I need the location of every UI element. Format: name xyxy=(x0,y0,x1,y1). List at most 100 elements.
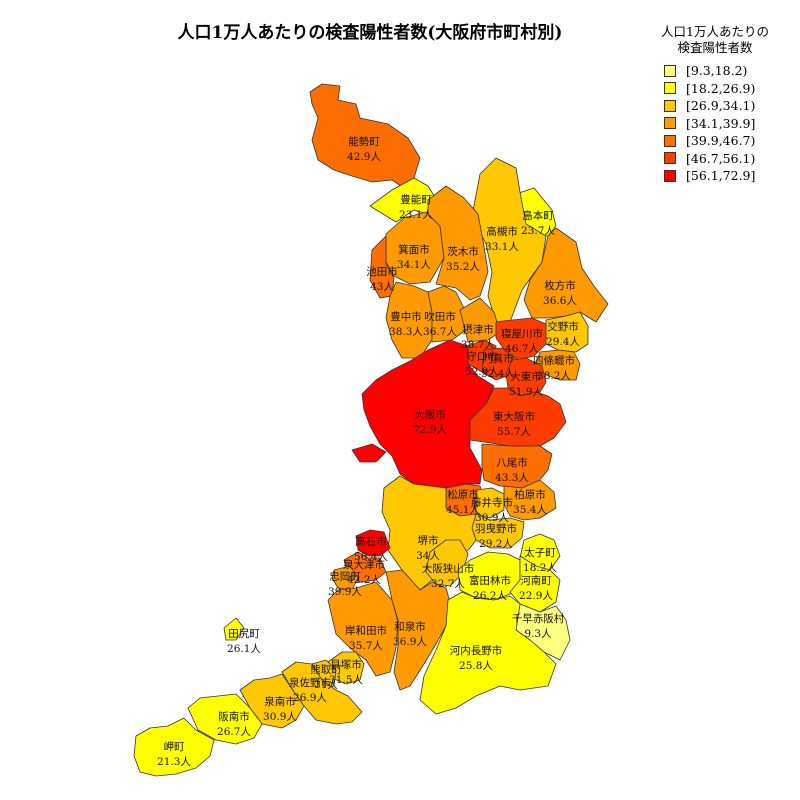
region-name-label: 能勢町 xyxy=(348,135,380,148)
region-value-label: 42.9人 xyxy=(347,151,381,163)
region-value-label: 23.1人 xyxy=(399,209,433,221)
region-name-label: 東大阪市 xyxy=(493,410,535,423)
region-12 xyxy=(545,311,589,353)
legend-swatch xyxy=(664,152,676,165)
region-33 xyxy=(327,581,399,677)
region-value-label: 34人 xyxy=(416,550,440,562)
region-name-label: 泉大津市 xyxy=(343,558,385,571)
region-value-label: 45.1人 xyxy=(446,504,480,516)
region-value-label: 51.9人 xyxy=(509,386,543,398)
region-name-label: 藤井寺市 xyxy=(471,496,513,509)
region-name-label: 大阪狭山市 xyxy=(422,562,475,575)
legend-swatch xyxy=(664,169,676,182)
region-value-label: 31.5人 xyxy=(329,674,363,686)
legend-swatch xyxy=(664,64,676,77)
region-value-label: 55.7人 xyxy=(497,426,531,438)
region-name-label: 豊中市 xyxy=(390,310,422,323)
region-value-label: 72.9人 xyxy=(413,424,447,436)
region-value-label: 23.7人 xyxy=(521,225,555,237)
region-value-label: 36.9人 xyxy=(393,636,427,648)
region-value-label: 22.9人 xyxy=(519,590,553,602)
region-11 xyxy=(495,317,547,361)
legend-label: [46.7,56.1) xyxy=(686,150,756,166)
legend-item: [39.9,46.7) xyxy=(640,132,790,150)
region-value-label: 30.9人 xyxy=(263,711,297,723)
region-name-label: 岸和田市 xyxy=(345,624,387,637)
region-name-label: 貝塚市 xyxy=(330,658,362,671)
region-name-label: 交野市 xyxy=(547,320,579,333)
region-value-label: 34.1人 xyxy=(397,259,431,271)
region-value-label: 9.3人 xyxy=(524,628,552,640)
legend-label: [34.1,39.9] xyxy=(686,115,756,131)
region-name-label: 門真市 xyxy=(482,352,514,365)
region-name-label: 守口市 xyxy=(466,350,498,363)
region-name-label: 島本町 xyxy=(522,209,554,222)
legend-label: [26.9,34.1) xyxy=(686,98,756,114)
region-value-label: 43.3人 xyxy=(495,472,529,484)
region-name-label: 和泉市 xyxy=(394,620,426,633)
region-name-label: 太子町 xyxy=(524,546,556,559)
legend-swatch xyxy=(664,134,676,147)
region-value-label: 36.7人 xyxy=(423,326,457,338)
region-35 xyxy=(419,591,557,715)
region-name-label: 吹田市 xyxy=(424,310,456,323)
region-name-label: 堺市 xyxy=(418,534,439,547)
region-value-label: 39.9人 xyxy=(328,586,362,598)
region-34 xyxy=(385,569,451,691)
region-value-label: 26.7人 xyxy=(217,726,251,738)
region-name-label: 豊能町 xyxy=(400,193,432,206)
region-name-label: 田尻町 xyxy=(228,628,260,640)
map-title: 人口1万人あたりの検査陽性者数(大阪府市町村別) xyxy=(177,23,563,43)
region-5 xyxy=(427,185,489,301)
legend-item: [18.2,26.9) xyxy=(640,80,790,98)
region-value-label: 18.2人 xyxy=(523,562,557,574)
region-value-label: 33.1人 xyxy=(485,241,519,253)
region-value-label: 36.6人 xyxy=(543,295,577,307)
region-3 xyxy=(471,157,547,323)
region-name-label: 富田林市 xyxy=(469,574,511,587)
region-name-label: 箕面市 xyxy=(398,243,430,256)
region-value-label: 43人 xyxy=(370,281,394,293)
legend-title-line2: 検査陽性者数 xyxy=(677,40,753,55)
region-value-label: 26.1人 xyxy=(227,643,261,655)
region-value-label: 46.7人 xyxy=(505,343,539,355)
region-name-label: 忠岡町 xyxy=(329,571,361,583)
region-value-label: 38.3人 xyxy=(389,326,423,338)
region-value-label: 32.7人 xyxy=(431,578,465,590)
region-value-label: 42.2人 xyxy=(347,574,381,586)
region-value-label: 29.4人 xyxy=(546,336,580,348)
region-6 xyxy=(369,235,395,299)
legend-item: [34.1,39.9] xyxy=(640,115,790,133)
region-16 xyxy=(505,357,547,397)
region-name-label: 茨木市 xyxy=(447,245,479,258)
region-osaka-island xyxy=(351,443,387,463)
region-value-label: 56.4人 xyxy=(354,551,388,563)
legend-label: [18.2,26.9) xyxy=(686,80,756,96)
region-name-label: 池田市 xyxy=(366,265,398,278)
region-value-label: 30.9人 xyxy=(475,512,509,524)
region-name-label: 大阪市 xyxy=(414,408,446,421)
legend-item: [26.9,34.1) xyxy=(640,97,790,115)
region-name-label: 枚方市 xyxy=(544,279,576,292)
legend-swatch xyxy=(664,99,676,112)
region-name-label: 八尾市 xyxy=(496,456,528,469)
region-value-label: 25.8人 xyxy=(459,660,493,672)
region-value-label: 31人 xyxy=(314,679,338,691)
legend-item: [56.1,72.9] xyxy=(640,167,790,185)
region-name-label: 高石市 xyxy=(355,535,387,548)
legend: 人口1万人あたりの 検査陽性者数 [9.3,18.2) [18.2,26.9) [2… xyxy=(640,24,790,185)
region-name-label: 阪南市 xyxy=(218,710,250,723)
region-value-label: 29.2人 xyxy=(479,538,513,550)
region-25 xyxy=(355,529,391,557)
region-value-label: 38.7人 xyxy=(461,339,495,351)
legend-item: [46.7,56.1) xyxy=(640,150,790,168)
legend-label: [9.3,18.2) xyxy=(686,63,748,79)
region-36 xyxy=(223,617,245,641)
region-value-label: 35.2人 xyxy=(446,261,480,273)
region-name-label: 熊取町 xyxy=(310,663,342,676)
region-value-label: 35.7人 xyxy=(349,640,383,652)
region-name-label: 河内長野市 xyxy=(450,644,503,657)
region-value-label: 26.9人 xyxy=(293,692,327,704)
region-4 xyxy=(385,211,445,285)
